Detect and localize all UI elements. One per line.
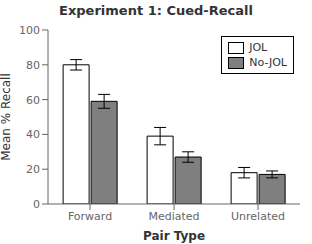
svg-text:Mean % Recall: Mean % Recall (8, 73, 13, 161)
svg-text:Pair Type: Pair Type (143, 229, 205, 243)
svg-text:Unrelated: Unrelated (231, 210, 285, 223)
html-text:No-JOL: No-JOL (249, 56, 287, 69)
html-text:JOL: JOL (249, 41, 268, 54)
svg-text:20: 20 (26, 163, 40, 176)
svg-text:Mediated: Mediated (148, 210, 199, 223)
svg-text:80: 80 (26, 59, 40, 72)
svg-text:40: 40 (26, 128, 40, 141)
html-text:Experiment 1: Cued-Recall: Experiment 1: Cued-Recall (59, 3, 253, 18)
svg-text:0: 0 (33, 198, 40, 211)
svg-text:Forward: Forward (68, 210, 112, 223)
svg-text:60: 60 (26, 94, 40, 107)
svg-text:100: 100 (19, 24, 40, 37)
